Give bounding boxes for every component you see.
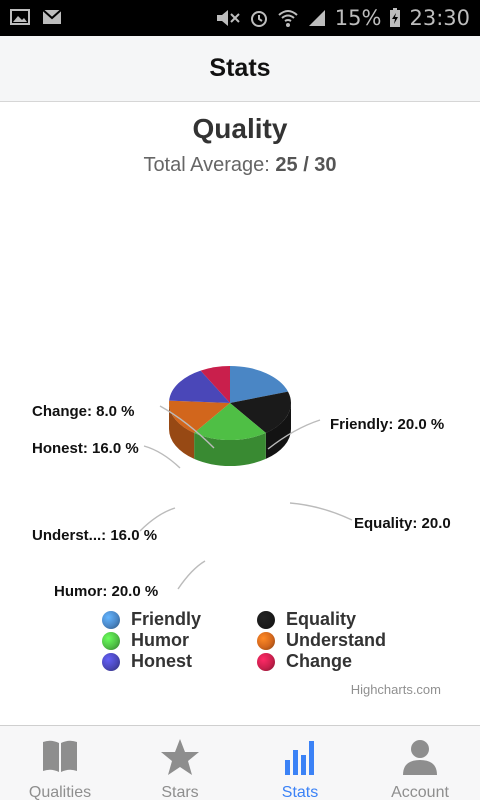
legend-item-change[interactable]: Change xyxy=(257,651,352,672)
pie-slice-friendly[interactable] xyxy=(230,366,289,403)
data-label-equality: Equality: 20.0 xyxy=(354,515,451,532)
chart-subtitle: Total Average: 25 / 30 xyxy=(0,154,480,177)
data-label-friendly: Friendly: 20.0 % xyxy=(330,416,444,433)
notification-icons xyxy=(10,9,62,25)
legend-marker xyxy=(102,652,120,671)
data-label-connector xyxy=(143,445,181,469)
tab-label: Qualities xyxy=(28,784,92,801)
legend-marker xyxy=(257,631,275,650)
legend-marker xyxy=(257,652,275,671)
data-label-connector xyxy=(139,507,176,532)
data-label-connector xyxy=(289,502,353,521)
legend-label: Understand xyxy=(286,630,387,650)
tab-label: Stars xyxy=(161,784,199,801)
battery-percent: 15% xyxy=(334,6,382,30)
tab-qualities[interactable]: Qualities xyxy=(0,726,120,801)
subtitle-value: 25 / 30 xyxy=(275,154,337,176)
mail-icon xyxy=(42,9,62,24)
mute-icon xyxy=(216,10,240,26)
legend-label: Equality xyxy=(286,609,357,629)
pie-slice-equality[interactable] xyxy=(230,391,291,433)
legend-item-friendly[interactable]: Friendly xyxy=(102,609,201,630)
legend-label: Change xyxy=(286,651,353,671)
legend-label: Honest xyxy=(131,651,193,671)
tab-account[interactable]: Account xyxy=(360,726,480,801)
pie-slice-side-humor xyxy=(194,432,266,466)
stats-content: Quality Total Average: 25 / 30 Friendly:… xyxy=(0,103,480,725)
status-bar: 15% 23:30 xyxy=(0,0,480,36)
pie-chart: Friendly: 20.0 % Equality: 20.0 Humor: 20.… xyxy=(32,366,451,600)
star-icon xyxy=(160,738,200,781)
clock: 23:30 xyxy=(409,6,470,30)
legend-item-understand[interactable]: Understand xyxy=(257,630,386,651)
system-status: 15% 23:30 xyxy=(215,6,470,30)
legend-label: Humor xyxy=(131,630,189,650)
app-header: Stats xyxy=(0,36,480,102)
tab-stars[interactable]: Stars xyxy=(120,726,240,801)
legend-label: Friendly xyxy=(131,609,202,629)
signal-icon xyxy=(308,10,325,26)
page-title: Stats xyxy=(209,54,271,82)
legend-marker xyxy=(102,610,120,629)
legend-item-humor[interactable]: Humor xyxy=(102,630,189,651)
chart-title: Quality xyxy=(192,113,288,144)
pie-slice-humor[interactable] xyxy=(194,403,266,440)
data-label-connector xyxy=(267,419,321,450)
alarm-icon xyxy=(250,11,267,27)
legend-item-honest[interactable]: Honest xyxy=(102,651,192,672)
tab-stats[interactable]: Stats xyxy=(240,726,360,801)
bar-chart-icon xyxy=(280,738,320,781)
subtitle-prefix: Total Average: xyxy=(143,154,276,176)
legend-marker xyxy=(257,610,275,629)
chart-credits[interactable]: Highcharts.com xyxy=(350,682,441,697)
tab-label: Account xyxy=(391,784,449,801)
person-icon xyxy=(400,738,440,781)
battery-charging-icon xyxy=(390,8,401,27)
pie-slice-change[interactable] xyxy=(200,366,230,403)
data-label-connector xyxy=(177,560,206,590)
wifi-icon xyxy=(278,10,298,27)
pie-slice-honest[interactable] xyxy=(169,370,230,403)
legend-marker xyxy=(102,631,120,650)
data-label-connector xyxy=(159,405,215,449)
data-label-honest: Honest: 16.0 % xyxy=(32,440,139,457)
legend-item-equality[interactable]: Equality xyxy=(257,609,356,630)
data-label-understand: Underst...: 16.0 % xyxy=(32,527,157,544)
tab-label: Stats xyxy=(281,784,319,801)
image-icon xyxy=(10,9,30,25)
data-label-change: Change: 8.0 % xyxy=(32,403,135,420)
tab-bar: Qualities Stars Stats Account xyxy=(0,725,480,801)
pie-slice-understand[interactable] xyxy=(169,400,230,433)
book-icon xyxy=(40,738,80,781)
pie-slice-side-understand xyxy=(168,403,195,459)
data-label-humor: Humor: 20.0 % xyxy=(54,583,158,600)
